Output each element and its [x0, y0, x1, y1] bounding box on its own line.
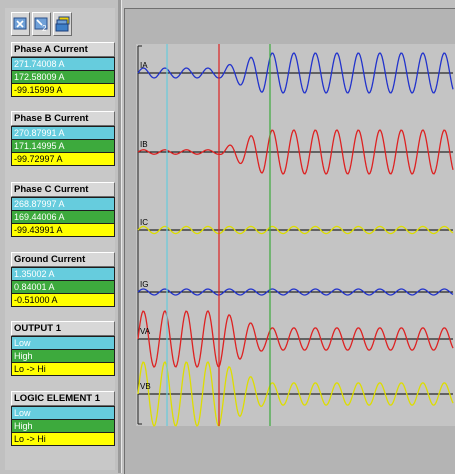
waveform-plot-area[interactable] [136, 44, 455, 426]
output-1-cursor1-value: Low [11, 336, 115, 350]
panel-splitter[interactable] [118, 0, 122, 473]
cursor-1-button[interactable] [11, 12, 30, 36]
logic-element-1-cursor2-value: High [11, 420, 115, 433]
trace-va [137, 310, 454, 368]
logic-element-1-transition-value: Lo -> Hi [11, 433, 115, 446]
ground-current-group: Ground Current 1.35002 A 0.84001 A -0.51… [11, 252, 115, 307]
phase-c-cursor1-value: 268.87997 A [11, 197, 115, 211]
phase-a-cursor2-value: 172.58009 A [11, 71, 115, 84]
trace-label-va: VA [140, 327, 151, 336]
output-1-transition-value: Lo -> Hi [11, 363, 115, 376]
trace-ia [137, 52, 454, 94]
trace-ib [137, 129, 454, 175]
cursor-1-icon [13, 17, 27, 30]
phase-c-current-header[interactable]: Phase C Current [11, 182, 115, 197]
phase-a-delta-value: -99.15999 A [11, 84, 115, 97]
cursor-2-button[interactable]: 2 [32, 12, 51, 36]
logic-element-1-group: LOGIC ELEMENT 1 Low High Lo -> Hi [11, 391, 115, 446]
phase-b-current-header[interactable]: Phase B Current [11, 111, 115, 126]
phase-a-current-header[interactable]: Phase A Current [11, 42, 115, 57]
stack-layers-icon [55, 16, 70, 32]
trace-label-ia: IA [140, 61, 148, 70]
ground-cursor1-value: 1.35002 A [11, 267, 115, 281]
trace-ic [137, 225, 454, 235]
phase-c-delta-value: -99.43991 A [11, 224, 115, 237]
output-1-cursor2-value: High [11, 350, 115, 363]
trace-label-ig: IG [140, 280, 148, 289]
trace-ig [137, 288, 454, 296]
ground-cursor2-value: 0.84001 A [11, 281, 115, 294]
svg-text:2: 2 [42, 24, 47, 33]
cursor-readout-panel: 2 Phase A Current 271.74008 A 172.58009 … [5, 8, 115, 470]
ground-delta-value: -0.51000 A [11, 294, 115, 307]
phase-a-cursor1-value: 271.74008 A [11, 57, 115, 71]
trace-vb [137, 360, 454, 428]
trace-label-ib: IB [140, 140, 148, 149]
phase-c-cursor2-value: 169.44006 A [11, 211, 115, 224]
phase-b-cursor2-value: 171.14995 A [11, 140, 115, 153]
output-1-header[interactable]: OUTPUT 1 [11, 321, 115, 336]
ground-current-header[interactable]: Ground Current [11, 252, 115, 267]
trace-label-ic: IC [140, 218, 148, 227]
stack-layers-button[interactable] [53, 12, 72, 36]
phase-b-current-group: Phase B Current 270.87991 A 171.14995 A … [11, 111, 115, 166]
trace-label-vb: VB [140, 382, 151, 391]
cursor-2-icon: 2 [34, 17, 48, 33]
logic-element-1-cursor1-value: Low [11, 406, 115, 420]
phase-b-delta-value: -99.72997 A [11, 153, 115, 166]
phase-c-current-group: Phase C Current 268.87997 A 169.44006 A … [11, 182, 115, 237]
phase-b-cursor1-value: 270.87991 A [11, 126, 115, 140]
output-1-group: OUTPUT 1 Low High Lo -> Hi [11, 321, 115, 376]
phase-a-current-group: Phase A Current 271.74008 A 172.58009 A … [11, 42, 115, 97]
logic-element-1-header[interactable]: LOGIC ELEMENT 1 [11, 391, 115, 406]
